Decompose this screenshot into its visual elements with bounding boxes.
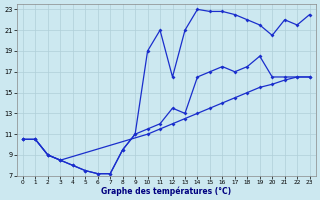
X-axis label: Graphe des températures (°C): Graphe des températures (°C): [101, 186, 231, 196]
